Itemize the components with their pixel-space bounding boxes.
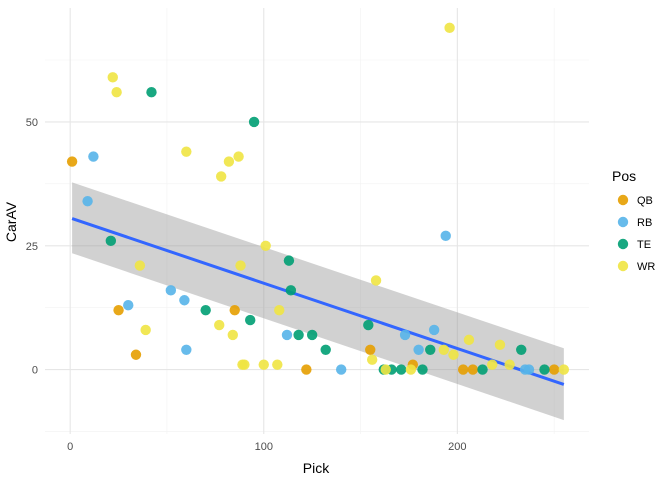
data-point-rb — [123, 300, 134, 311]
data-point-wr — [111, 87, 122, 98]
trend-line-layer — [71, 217, 565, 386]
data-point-rb — [179, 295, 190, 306]
y-tick-label: 0 — [32, 365, 38, 377]
data-point-te — [516, 344, 527, 355]
legend-label-qb: QB — [637, 195, 653, 207]
data-point-rb — [181, 344, 192, 355]
data-point-te — [425, 344, 436, 355]
data-point-qb — [113, 304, 124, 316]
legend-label-te: TE — [637, 239, 651, 251]
data-point-wr — [140, 324, 151, 336]
data-point-wr — [504, 359, 515, 370]
y-tick-label: 25 — [26, 241, 38, 253]
legend-label-wr: WR — [637, 261, 655, 273]
data-point-wr — [448, 349, 459, 360]
data-point-wr — [405, 364, 417, 375]
data-point-wr — [370, 275, 382, 286]
data-point-te — [248, 116, 260, 128]
legend-key-te — [617, 238, 629, 250]
data-point-wr — [134, 260, 146, 271]
data-point-wr — [444, 22, 455, 34]
data-point-qb — [229, 304, 240, 316]
y-tick-label: 50 — [26, 117, 38, 129]
data-point-te — [105, 235, 117, 247]
data-point-wr — [181, 146, 192, 157]
data-point-wr — [487, 359, 498, 370]
y-axis-title: CarAV — [3, 201, 19, 242]
data-point-wr — [239, 359, 250, 370]
x-tick-label: 200 — [448, 441, 466, 453]
x-tick-label: 0 — [67, 441, 73, 453]
x-tick-label: 100 — [255, 441, 273, 453]
plot-panel — [45, 8, 589, 434]
data-point-te — [200, 304, 211, 316]
data-points-layer — [66, 22, 570, 375]
legend-key-rb — [617, 216, 629, 228]
data-point-qb — [467, 364, 479, 375]
data-point-qb — [301, 364, 312, 375]
data-point-wr — [272, 359, 283, 370]
data-point-rb — [281, 329, 293, 341]
data-point-wr — [260, 240, 271, 251]
data-point-rb — [88, 151, 99, 162]
data-point-te — [293, 329, 304, 341]
data-point-te — [539, 364, 550, 375]
data-point-rb — [165, 285, 177, 296]
x-axis-title: Pick — [303, 460, 330, 476]
data-point-wr — [558, 364, 570, 375]
data-point-te — [320, 344, 331, 355]
legend: Pos QB RB TE WR — [612, 168, 655, 273]
data-point-wr — [494, 339, 506, 351]
data-point-wr — [107, 72, 118, 83]
data-point-wr — [235, 260, 246, 271]
legend-title: Pos — [612, 168, 636, 184]
data-point-rb — [523, 364, 535, 375]
data-point-wr — [366, 354, 378, 365]
data-point-wr — [438, 344, 450, 355]
data-point-wr — [274, 304, 285, 316]
data-point-wr — [258, 359, 269, 370]
data-point-wr — [223, 156, 235, 167]
trend-line — [71, 217, 565, 386]
data-point-qb — [130, 349, 142, 360]
data-point-qb — [548, 364, 560, 375]
data-point-te — [245, 314, 256, 326]
data-point-wr — [380, 364, 391, 375]
data-point-te — [363, 319, 374, 331]
data-point-wr — [463, 334, 475, 346]
data-point-te — [146, 87, 157, 98]
data-point-rb — [335, 364, 347, 375]
legend-key-wr — [617, 260, 629, 272]
data-point-rb — [82, 195, 93, 207]
data-point-te — [285, 285, 297, 296]
data-point-wr — [215, 171, 227, 182]
data-point-te — [283, 255, 295, 266]
data-point-te — [306, 329, 318, 341]
data-point-rb — [440, 230, 451, 242]
data-point-qb — [457, 364, 469, 375]
legend-key-qb — [617, 194, 629, 206]
data-point-qb — [66, 156, 78, 167]
data-point-te — [396, 364, 407, 375]
data-point-rb — [399, 329, 411, 341]
data-point-wr — [214, 319, 225, 331]
data-point-te — [417, 364, 428, 375]
axes-layer: 0 100 200 0 25 50 — [26, 117, 467, 453]
data-point-rb — [428, 324, 440, 336]
legend-label-rb: RB — [637, 217, 652, 229]
data-point-wr — [227, 329, 238, 341]
data-point-qb — [365, 344, 376, 355]
data-point-wr — [233, 151, 244, 162]
data-point-te — [477, 364, 488, 375]
data-point-rb — [413, 344, 424, 355]
